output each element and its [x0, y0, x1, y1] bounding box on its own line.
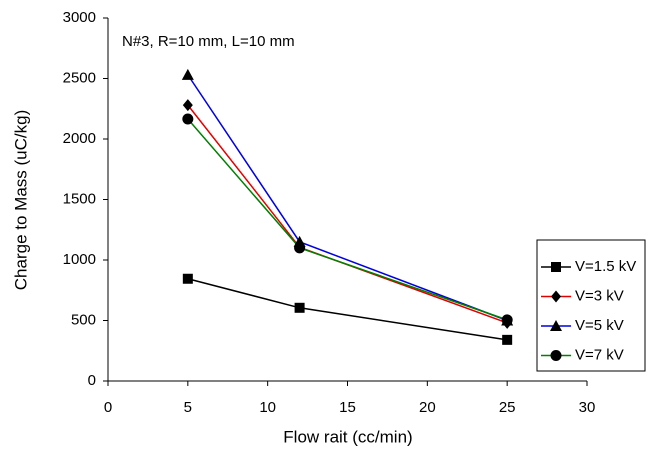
marker	[294, 242, 306, 254]
marker	[551, 262, 561, 272]
marker	[182, 273, 193, 284]
legend-label: V=7 kV	[575, 346, 624, 363]
y-tick-label: 1500	[63, 190, 96, 207]
series-line	[187, 278, 508, 341]
series-line	[187, 104, 508, 324]
x-tick-label: 0	[104, 399, 112, 416]
marker	[182, 113, 194, 125]
y-tick-label: 1000	[63, 251, 96, 268]
legend-label: V=3 kV	[575, 287, 624, 304]
series-line	[187, 118, 508, 321]
x-tick-label: 25	[499, 399, 516, 416]
marker	[550, 320, 562, 331]
y-axis-title: Charge to Mass (uC/kg)	[11, 110, 30, 290]
legend-label: V=5 kV	[575, 317, 624, 334]
legend-label: V=1.5 kV	[575, 258, 636, 275]
y-tick-label: 2500	[63, 69, 96, 86]
y-tick-label: 500	[71, 311, 96, 328]
marker	[551, 290, 561, 303]
series-line	[187, 74, 508, 322]
x-tick-label: 30	[579, 399, 596, 416]
x-tick-label: 5	[184, 399, 192, 416]
marker	[550, 350, 562, 361]
legend-box	[536, 239, 646, 372]
marker	[502, 334, 513, 345]
marker	[182, 99, 193, 112]
marker	[501, 314, 513, 326]
annotation: N#3, R=10 mm, L=10 mm	[122, 33, 295, 50]
y-tick-label: 3000	[63, 9, 96, 26]
x-tick-label: 20	[419, 399, 436, 416]
y-tick-label: 2000	[63, 130, 96, 147]
x-tick-label: 10	[259, 399, 276, 416]
y-tick-label: 0	[88, 372, 96, 389]
x-tick-label: 15	[339, 399, 356, 416]
marker	[294, 302, 305, 313]
x-axis-title: Flow rait (cc/min)	[283, 427, 412, 446]
marker	[181, 68, 194, 80]
